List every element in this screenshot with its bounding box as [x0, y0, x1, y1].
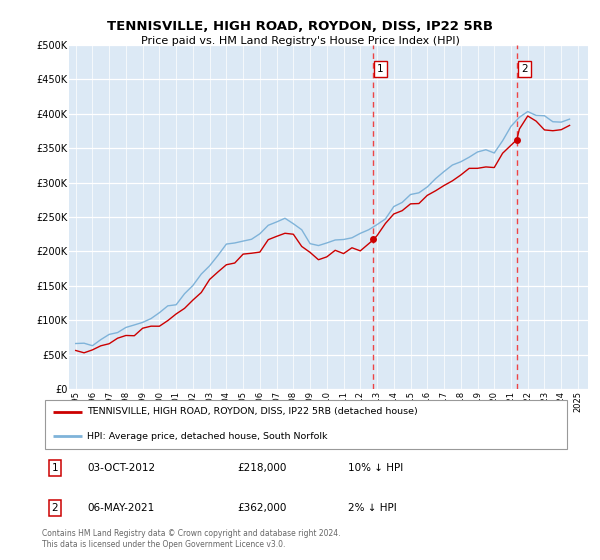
Text: 06-MAY-2021: 06-MAY-2021: [87, 503, 154, 513]
Text: 1: 1: [52, 463, 58, 473]
FancyBboxPatch shape: [44, 400, 568, 449]
Text: HPI: Average price, detached house, South Norfolk: HPI: Average price, detached house, Sout…: [87, 432, 328, 441]
Text: 2% ↓ HPI: 2% ↓ HPI: [348, 503, 397, 513]
Text: Price paid vs. HM Land Registry's House Price Index (HPI): Price paid vs. HM Land Registry's House …: [140, 36, 460, 46]
Text: 2: 2: [52, 503, 58, 513]
Text: 2: 2: [521, 64, 527, 74]
Text: 10% ↓ HPI: 10% ↓ HPI: [348, 463, 403, 473]
Text: £218,000: £218,000: [238, 463, 287, 473]
Text: 1: 1: [377, 64, 383, 74]
Text: TENNISVILLE, HIGH ROAD, ROYDON, DISS, IP22 5RB (detached house): TENNISVILLE, HIGH ROAD, ROYDON, DISS, IP…: [87, 408, 418, 417]
Text: £362,000: £362,000: [238, 503, 287, 513]
Text: TENNISVILLE, HIGH ROAD, ROYDON, DISS, IP22 5RB: TENNISVILLE, HIGH ROAD, ROYDON, DISS, IP…: [107, 20, 493, 32]
Text: Contains HM Land Registry data © Crown copyright and database right 2024.
This d: Contains HM Land Registry data © Crown c…: [42, 529, 341, 549]
Text: 03-OCT-2012: 03-OCT-2012: [87, 463, 155, 473]
